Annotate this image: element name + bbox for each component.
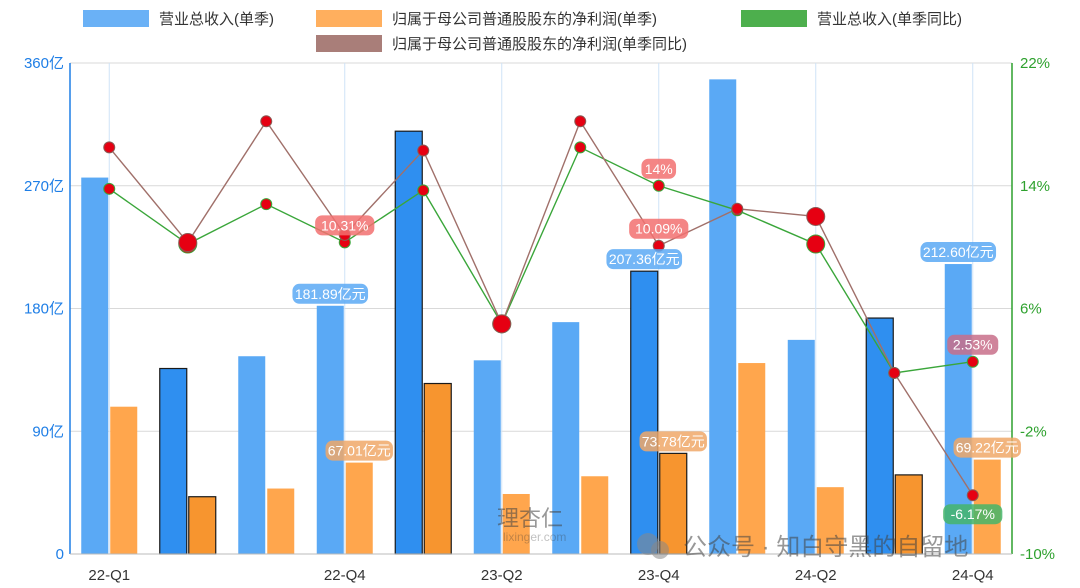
revenue-yoy-point[interactable] [575,142,586,153]
revenue-bar[interactable] [238,356,265,554]
left-tick-label: 180亿 [24,301,64,318]
net-profit-bar[interactable] [189,497,216,554]
revenue-bar[interactable] [395,131,422,554]
net-profit-yoy-point[interactable] [104,142,115,153]
left-tick-label: 360亿 [24,55,64,72]
data-label: 69.22亿元 [956,440,1019,456]
legend-label[interactable]: 营业总收入(单季同比) [817,11,962,28]
bars [81,79,1001,554]
net-profit-yoy-point[interactable] [418,145,429,156]
legend-label[interactable]: 营业总收入(单季) [159,11,274,28]
data-label: 10.09% [635,221,682,237]
net-profit-bar[interactable] [346,463,373,554]
revenue-yoy-point[interactable] [104,183,115,194]
data-label: 207.36亿元 [609,251,680,267]
data-label: 14% [645,161,673,177]
net-profit-yoy-point[interactable] [807,207,825,225]
data-label: 181.89亿元 [295,286,366,302]
x-tick-label: 23-Q2 [481,567,523,584]
watermark-site: lixinger.com [503,530,566,544]
data-label: 73.78亿元 [642,433,705,449]
data-label: 2.53% [953,337,993,353]
legend-swatch[interactable] [83,10,149,27]
revenue-bar[interactable] [866,318,893,554]
net-profit-yoy-point[interactable] [889,367,900,378]
x-tick-label: 22-Q4 [324,567,366,584]
left-tick-label: 0 [56,546,64,563]
revenue-yoy-point[interactable] [418,185,429,196]
data-label: 10.31% [321,217,368,233]
left-tick-label: 90亿 [32,423,64,440]
right-tick-label: 22% [1020,55,1050,72]
right-tick-label: -2% [1020,423,1047,440]
right-tick-label: 6% [1020,301,1042,318]
net-profit-yoy-point[interactable] [967,490,978,501]
revenue-bar[interactable] [317,306,344,554]
right-tick-label: 14% [1020,178,1050,195]
data-label: 67.01亿元 [328,443,391,459]
revenue-yoy-point[interactable] [967,356,978,367]
net-profit-yoy-point[interactable] [261,116,272,127]
data-label: -6.17% [951,506,995,522]
legend-label[interactable]: 归属于母公司普通股股东的净利润(单季) [392,11,657,28]
revenue-bar[interactable] [631,271,658,554]
revenue-bar[interactable] [788,340,815,554]
x-tick-label: 23-Q4 [638,567,680,584]
net-profit-yoy-point[interactable] [493,315,511,333]
legend-swatch[interactable] [316,35,382,52]
legend-label[interactable]: 归属于母公司普通股股东的净利润(单季同比) [392,36,687,53]
net-profit-yoy-point[interactable] [575,116,586,127]
left-tick-label: 270亿 [24,178,64,195]
revenue-bar[interactable] [160,369,187,554]
x-tick-label: 24-Q4 [952,567,994,584]
revenue-bar[interactable] [709,79,736,554]
legend[interactable]: 营业总收入(单季) 归属于母公司普通股股东的净利润(单季) 营业总收入(单季同比) 归… [83,10,962,53]
net-profit-bar[interactable] [110,407,137,554]
legend-swatch[interactable] [316,10,382,27]
net-profit-yoy-point[interactable] [179,234,197,252]
legend-swatch[interactable] [741,10,807,27]
revenue-bar[interactable] [81,178,108,554]
watermark-text: 公众号 · 知白守黑的自留地 [683,534,968,561]
data-label: 212.60亿元 [923,244,994,260]
net-profit-bar[interactable] [581,476,608,554]
net-profit-yoy-point[interactable] [732,203,743,214]
net-profit-bar[interactable] [267,489,294,554]
x-tick-label: 22-Q1 [88,567,130,584]
net-profit-bar[interactable] [738,363,765,554]
revenue-yoy-point[interactable] [261,199,272,210]
revenue-yoy-line [109,147,973,373]
x-tick-label: 24-Q2 [795,567,837,584]
revenue-yoy-point[interactable] [807,235,825,253]
revenue-yoy-point[interactable] [653,180,664,191]
net-profit-bar[interactable] [424,384,451,554]
right-tick-label: -10% [1020,546,1055,563]
watermark-brand: 理杏仁 [497,506,563,531]
